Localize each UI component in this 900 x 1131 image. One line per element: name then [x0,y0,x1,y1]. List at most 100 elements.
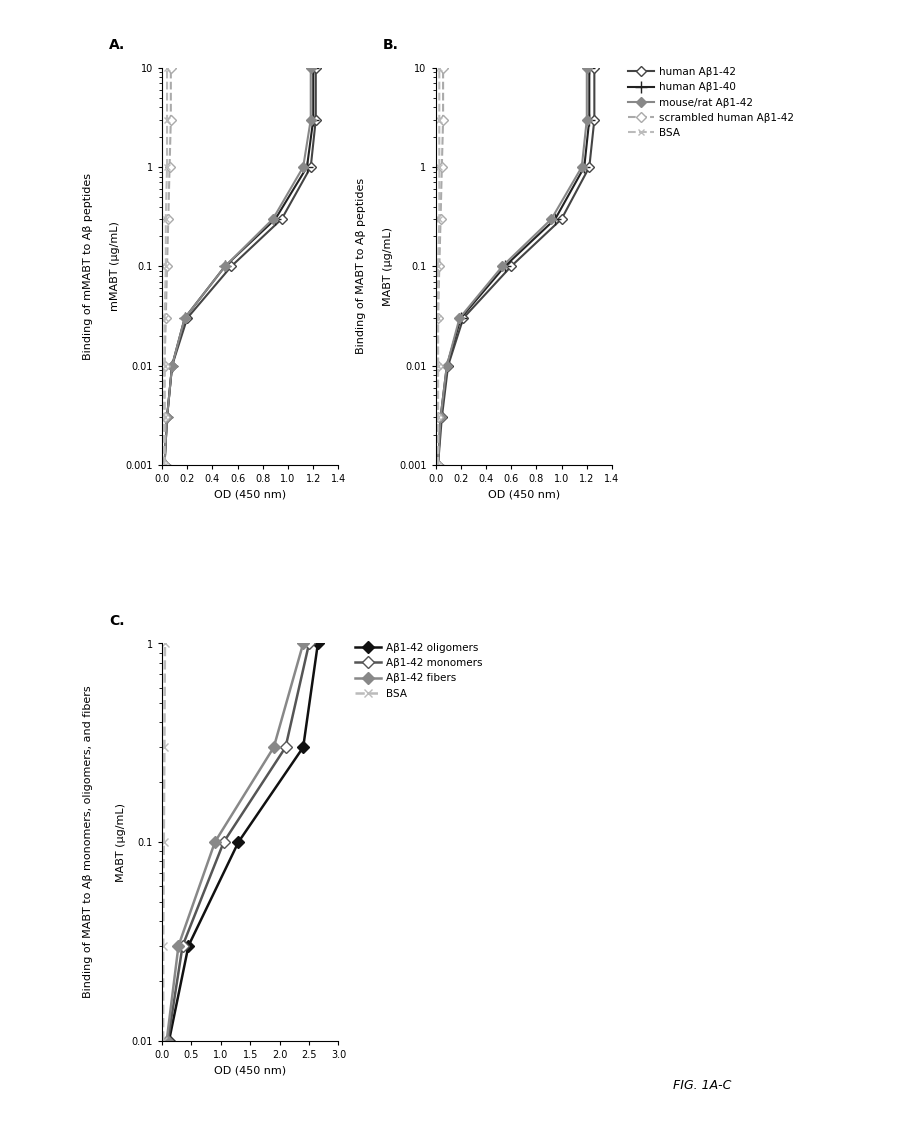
BSA [434,113,445,127]
scrambled human Aβ1-42 [433,458,444,472]
mouse/rat Aβ1-42 [581,61,592,75]
human Aβ1-40 [500,260,510,274]
human Aβ1-42 [589,113,599,127]
scrambled human Aβ1-42 [160,311,171,325]
human Aβ1-42 [443,359,454,372]
Aβ1-42 oligomers [183,939,194,952]
human Aβ1-42 [159,458,170,472]
Aβ1-42 fibers [173,939,184,952]
Line: Aβ1-42 fibers: Aβ1-42 fibers [163,639,307,1045]
human Aβ1-40 [179,311,190,325]
human Aβ1-42 [556,213,567,226]
Aβ1-42 monomers [280,741,291,754]
Line: human Aβ1-42: human Aβ1-42 [161,64,320,468]
Aβ1-42 oligomers [164,1034,175,1047]
Line: human Aβ1-40: human Aβ1-40 [159,62,319,470]
human Aβ1-42 [276,213,287,226]
human Aβ1-40 [436,411,446,424]
Aβ1-42 fibers [210,835,220,848]
scrambled human Aβ1-42 [166,61,176,75]
mouse/rat Aβ1-42 [436,411,446,424]
Text: A.: A. [109,38,125,52]
BSA [162,161,173,174]
BSA [159,311,170,325]
scrambled human Aβ1-42 [162,260,173,274]
BSA [160,213,171,226]
mouse/rat Aβ1-42 [166,359,177,372]
Text: Binding of MABT to Aβ peptides: Binding of MABT to Aβ peptides [356,179,366,354]
X-axis label: OD (450 nm): OD (450 nm) [488,490,560,500]
Aβ1-42 monomers [177,939,188,952]
BSA [159,359,170,372]
Line: scrambled human Aβ1-42: scrambled human Aβ1-42 [161,64,175,468]
BSA [433,359,444,372]
human Aβ1-40 [159,458,170,472]
scrambled human Aβ1-42 [434,260,445,274]
Text: Binding of mMABT to Aβ peptides: Binding of mMABT to Aβ peptides [83,173,93,360]
Y-axis label: mMABT (µg/mL): mMABT (µg/mL) [110,222,120,311]
BSA [434,213,445,226]
Line: human Aβ1-40: human Aβ1-40 [433,62,595,470]
BSA [433,458,444,472]
Y-axis label: MABT (µg/mL): MABT (µg/mL) [383,227,393,305]
mouse/rat Aβ1-42 [576,161,587,174]
mouse/rat Aβ1-42 [162,411,173,424]
human Aβ1-42 [310,113,321,127]
Aβ1-42 monomers [219,835,230,848]
human Aβ1-40 [579,161,590,174]
BSA [160,260,171,274]
human Aβ1-40 [455,311,466,325]
BSA [158,939,168,952]
scrambled human Aβ1-42 [437,113,448,127]
Legend: human Aβ1-42, human Aβ1-40, mouse/rat Aβ1-42, scrambled human Aβ1-42, BSA: human Aβ1-42, human Aβ1-40, mouse/rat Aβ… [626,66,796,140]
Line: BSA: BSA [159,639,169,1045]
human Aβ1-40 [308,113,319,127]
BSA [433,260,444,274]
BSA [158,835,169,848]
human Aβ1-40 [433,458,444,472]
mouse/rat Aβ1-42 [497,260,508,274]
X-axis label: OD (450 nm): OD (450 nm) [214,490,286,500]
Aβ1-42 fibers [268,741,279,754]
human Aβ1-40 [584,113,595,127]
scrambled human Aβ1-42 [437,61,448,75]
Line: scrambled human Aβ1-42: scrambled human Aβ1-42 [435,64,446,468]
mouse/rat Aβ1-42 [442,359,453,372]
Aβ1-42 oligomers [312,637,323,650]
human Aβ1-40 [220,260,230,274]
BSA [162,113,173,127]
scrambled human Aβ1-42 [163,213,174,226]
Aβ1-42 fibers [298,637,309,650]
Aβ1-42 fibers [161,1034,172,1047]
BSA [434,61,445,75]
human Aβ1-42 [436,411,447,424]
scrambled human Aβ1-42 [159,359,170,372]
scrambled human Aβ1-42 [436,213,446,226]
scrambled human Aβ1-42 [159,411,170,424]
human Aβ1-42 [506,260,517,274]
mouse/rat Aβ1-42 [433,458,444,472]
Aβ1-42 oligomers [298,741,309,754]
BSA [159,411,170,424]
BSA [159,741,170,754]
Text: B.: B. [382,38,399,52]
human Aβ1-40 [308,61,319,75]
mouse/rat Aβ1-42 [305,61,316,75]
Line: mouse/rat Aβ1-42: mouse/rat Aβ1-42 [435,64,590,468]
Text: C.: C. [109,614,124,628]
human Aβ1-40 [550,213,561,226]
Y-axis label: MABT (µg/mL): MABT (µg/mL) [116,803,126,881]
X-axis label: OD (450 nm): OD (450 nm) [214,1065,286,1076]
human Aβ1-42 [162,411,173,424]
Line: mouse/rat Aβ1-42: mouse/rat Aβ1-42 [161,64,314,468]
human Aβ1-42 [589,61,599,75]
Text: FIG. 1A-C: FIG. 1A-C [673,1079,731,1091]
human Aβ1-40 [302,161,312,174]
Line: Aβ1-42 oligomers: Aβ1-42 oligomers [165,639,322,1045]
scrambled human Aβ1-42 [159,458,170,472]
mouse/rat Aβ1-42 [159,458,170,472]
mouse/rat Aβ1-42 [454,311,465,325]
human Aβ1-40 [162,411,173,424]
Line: human Aβ1-42: human Aβ1-42 [435,64,598,468]
human Aβ1-42 [226,260,237,274]
